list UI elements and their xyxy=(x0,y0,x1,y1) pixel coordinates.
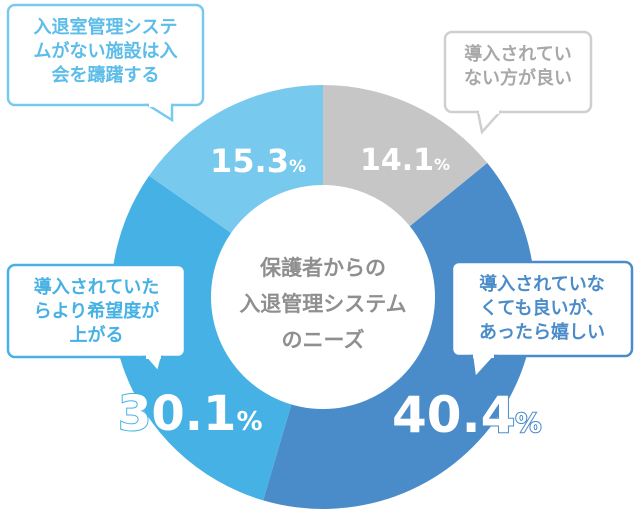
value-label: 40.4% xyxy=(392,386,541,444)
value-number: 15.3 xyxy=(210,142,289,180)
callout-text: らより希望度が xyxy=(34,300,160,322)
value-unit: % xyxy=(236,407,262,437)
value-label: 30.1% xyxy=(118,386,263,442)
callout-text: 入退室管理システ xyxy=(34,16,178,38)
value-number: 40.4 xyxy=(392,386,515,444)
chart-title-line: 入退管理システム xyxy=(239,292,406,316)
donut-hole xyxy=(211,185,435,409)
callout-box xyxy=(450,260,634,358)
chart-title-line: のニーズ xyxy=(282,328,365,352)
value-label: 15.3% xyxy=(210,142,306,180)
value-unit: % xyxy=(289,157,306,177)
callout-box xyxy=(6,263,187,359)
callout-text: 導入されてい xyxy=(464,43,571,65)
slice-raises-preference xyxy=(110,175,323,501)
value-unit: % xyxy=(515,409,541,439)
callout-text: 導入されていた xyxy=(34,276,159,298)
callout-tail xyxy=(476,110,503,135)
callout-text: 導入されていな xyxy=(479,273,604,295)
callout-text: ムがない施設は入 xyxy=(34,40,178,62)
value-unit: % xyxy=(434,155,450,174)
callout-text: 会を躊躇する xyxy=(52,64,160,86)
chart-title-line: 保護者からの xyxy=(259,256,386,280)
callout-text: 上がる xyxy=(70,324,124,346)
callout-text: ない方が良い xyxy=(464,67,572,89)
value-number: 14.1 xyxy=(360,143,434,178)
callout-text: くても良いが、 xyxy=(480,297,604,319)
callout-box xyxy=(443,30,593,114)
callout-tail xyxy=(143,103,174,123)
value-number: 30.1 xyxy=(118,386,236,442)
callout-text: あったら嬉しい xyxy=(479,321,605,343)
value-label: 14.1% xyxy=(360,143,450,178)
callout-box xyxy=(6,3,205,107)
